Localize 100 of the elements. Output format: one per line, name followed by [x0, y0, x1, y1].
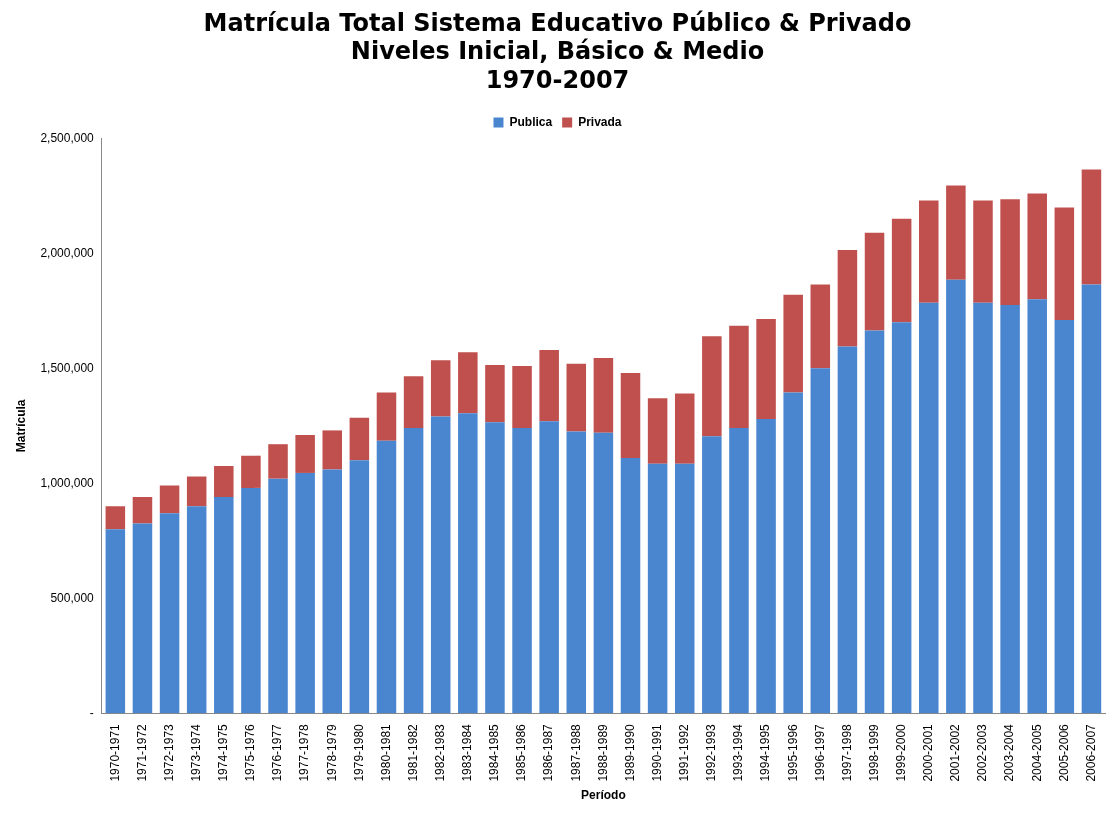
- x-tick-label: 1989-1990: [622, 723, 637, 782]
- bar: [946, 279, 966, 714]
- bar: [512, 366, 532, 429]
- bar: [702, 436, 722, 714]
- bar: [973, 200, 993, 303]
- x-tick-label: 2002-2003: [975, 723, 990, 782]
- bar: [756, 418, 776, 714]
- x-tick-label: 1970-1971: [107, 723, 122, 782]
- bar: [485, 422, 505, 714]
- x-tick-label: 1984-1985: [487, 723, 502, 782]
- bar: [783, 294, 803, 393]
- x-tick-label: 1982-1983: [433, 723, 448, 782]
- bar: [458, 413, 478, 714]
- x-tick-label: 1992-1993: [704, 723, 719, 782]
- bar: [186, 506, 207, 714]
- bar: [132, 523, 153, 714]
- bar: [729, 325, 749, 429]
- bar: [783, 392, 803, 714]
- bar: [105, 506, 126, 530]
- bar: [864, 330, 885, 714]
- bar: [214, 466, 234, 498]
- bar: [403, 376, 424, 429]
- bar: [241, 487, 261, 714]
- x-tick-label: 1985-1986: [514, 723, 529, 782]
- x-tick-label: 1999-2000: [893, 723, 908, 782]
- bar: [512, 428, 532, 714]
- bar: [322, 430, 343, 470]
- x-tick-label: 1973-1974: [189, 723, 203, 782]
- x-tick-label: 2004-2005: [1029, 723, 1044, 782]
- bar: [1000, 305, 1020, 714]
- bar: [566, 431, 587, 714]
- bar: [593, 432, 614, 714]
- bar: [1027, 299, 1047, 714]
- bar: [458, 352, 478, 414]
- bar: [674, 463, 695, 714]
- x-tick-label: 1981-1982: [405, 723, 420, 782]
- x-tick-label: 2000-2001: [921, 723, 936, 782]
- bar: [620, 372, 641, 458]
- bar: [376, 440, 397, 714]
- x-tick-label: 1988-1989: [595, 723, 610, 782]
- x-tick-label: 1986-1987: [541, 723, 556, 782]
- bar: [403, 428, 424, 714]
- bar: [729, 428, 749, 714]
- x-tick-label: 1980-1981: [378, 723, 393, 782]
- bar: [1054, 320, 1075, 714]
- bar: [322, 469, 343, 714]
- bar: [891, 322, 912, 714]
- bar: [674, 393, 695, 464]
- bar: [159, 513, 180, 714]
- bar: [566, 363, 587, 432]
- x-tick-label: 1978-1979: [324, 723, 339, 782]
- y-tick-label: 1,000,000: [40, 475, 95, 490]
- x-tick-label: 2006-2007: [1083, 723, 1098, 782]
- bar: [349, 417, 370, 461]
- bar: [837, 346, 858, 714]
- bar: [376, 392, 397, 441]
- bar: [295, 435, 315, 473]
- x-tick-label: 1990-1991: [649, 723, 664, 782]
- x-tick-label: 1987-1988: [568, 723, 583, 782]
- x-tick-label: 1995-1996: [785, 723, 800, 782]
- bar: [241, 455, 261, 488]
- x-tick-label: 1975-1976: [243, 723, 258, 782]
- bar: [702, 336, 722, 437]
- bar: [539, 349, 559, 422]
- x-tick-label: 1972-1973: [161, 723, 176, 782]
- y-tick-label: 2,000,000: [40, 245, 95, 260]
- bar: [756, 318, 776, 419]
- bar: [891, 218, 912, 323]
- y-tick-label: 1,500,000: [40, 360, 95, 375]
- bar: [186, 476, 207, 507]
- bar: [430, 360, 451, 417]
- x-tick-label: 1998-1999: [866, 723, 881, 782]
- x-tick-label: 1997-1998: [839, 723, 854, 782]
- bar: [1081, 284, 1102, 714]
- bar: [268, 478, 288, 714]
- bar: [214, 497, 234, 714]
- x-tick-label: 1994-1995: [758, 723, 773, 782]
- bar: [485, 364, 505, 423]
- bar: [295, 472, 315, 714]
- bar: [810, 368, 831, 714]
- y-axis-title: Matrícula: [13, 399, 28, 453]
- bar: [919, 200, 939, 303]
- chart-title: Matrícula Total Sistema Educativo Público & Privado Niveles Inicial, Básico & Medio 1970-2007: [203, 8, 912, 95]
- x-tick-label: 1996-1997: [812, 723, 827, 782]
- x-tick-label: 1991-1992: [677, 723, 692, 782]
- legend-label: Privada: [578, 114, 622, 129]
- x-tick-label: 1971-1972: [134, 723, 149, 782]
- y-tick-label: 500,000: [50, 590, 95, 605]
- bar: [132, 497, 153, 524]
- y-tick-label: 2,500,000: [40, 130, 95, 145]
- bar: [430, 416, 451, 714]
- bar: [946, 185, 966, 280]
- bar: [105, 529, 126, 714]
- bar: [268, 444, 288, 479]
- legend-label: Publica: [509, 114, 553, 129]
- bar: [864, 232, 885, 331]
- bar: [1081, 169, 1102, 285]
- bar: [1054, 207, 1075, 321]
- x-tick-label: 1983-1984: [460, 723, 475, 782]
- bar: [593, 357, 614, 433]
